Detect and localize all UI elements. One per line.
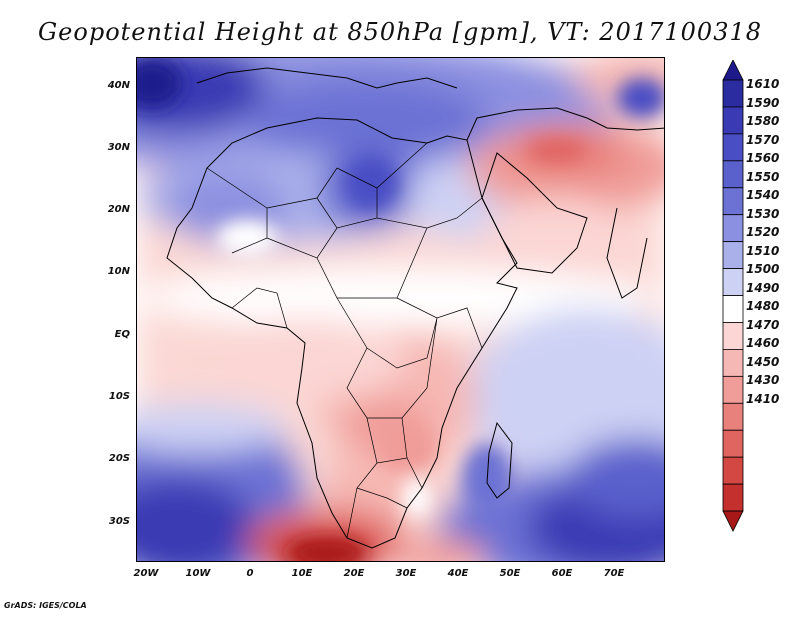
borders [206, 142, 483, 539]
legend-label: 1510 [746, 243, 780, 258]
legend-label: 1540 [746, 188, 780, 202]
legend-label: 1560 [746, 151, 780, 165]
legend-label: 1500 [746, 262, 780, 276]
asia-coast [466, 107, 664, 141]
colorbar-swatch [722, 456, 744, 485]
legend-label: 1580 [746, 114, 780, 128]
europe-coast [196, 67, 458, 89]
lon-label-10w: 10W [185, 568, 211, 579]
map-panel [136, 57, 665, 562]
colorbar-swatch [722, 79, 744, 108]
legend-label: 1570 [746, 132, 780, 147]
colorbar-swatch [722, 160, 744, 189]
legend-label: 1590 [746, 95, 780, 110]
legend-label: 1610 [746, 77, 780, 91]
colorbar-swatch [722, 295, 744, 323]
lon-label-60e: 60E [551, 568, 573, 579]
lon-label-40e: 40E [447, 568, 469, 579]
india-coast [606, 207, 648, 299]
colorbar-bottom-arrow [722, 510, 744, 532]
africa-coast [166, 117, 518, 549]
legend-label: 1470 [746, 317, 780, 332]
colorbar-swatch [722, 187, 744, 216]
colorbar-swatch [722, 106, 744, 135]
colorbar-swatches [722, 60, 744, 532]
colorbar-swatch [722, 483, 744, 512]
legend-label: 1430 [746, 373, 780, 387]
legend-label: 1410 [746, 391, 780, 406]
colorbar-swatch [722, 429, 744, 458]
colorbar-top-arrow [722, 60, 744, 81]
legend-label: 1520 [746, 225, 780, 239]
colorbar-swatch [722, 375, 744, 404]
legend-label: 1530 [746, 206, 780, 221]
lon-label-20w: 20W [133, 568, 159, 579]
colorbar-swatch [722, 322, 744, 350]
lat-label-20s: 20S [108, 453, 130, 464]
madagascar [486, 421, 513, 499]
lon-label-20e: 20E [343, 568, 365, 579]
lat-label-eq: EQ [114, 329, 130, 340]
map-field [137, 58, 664, 561]
lat-label-10n: 10N [107, 266, 130, 277]
grads-credit: GrADS: IGES/COLA [4, 601, 87, 610]
colorbar-swatch [722, 349, 744, 377]
legend-label: 1450 [746, 354, 780, 369]
legend-label: 1480 [746, 299, 780, 313]
lon-label-70e: 70E [603, 568, 625, 579]
lon-label-10e: 10E [291, 568, 313, 579]
lon-label-30e: 30E [395, 568, 417, 579]
height-field-base [137, 58, 664, 561]
colorbar-swatch [722, 268, 744, 296]
lat-label-20n: 20N [107, 204, 130, 215]
colorbar-swatch [722, 241, 744, 269]
lat-label-30s: 30S [108, 516, 130, 527]
lat-label-30n: 30N [107, 142, 130, 153]
lat-label-40n: 40N [107, 80, 130, 91]
coastlines [166, 67, 664, 549]
arabia-coast [481, 152, 588, 274]
legend-label: 1550 [746, 169, 780, 184]
lon-label-50e: 50E [499, 568, 521, 579]
colorbar [722, 60, 744, 532]
height-field-detail [137, 58, 664, 561]
colorbar-swatch [722, 214, 744, 243]
colorbar-swatch [722, 402, 744, 431]
legend-label: 1460 [746, 336, 780, 350]
lon-label-0: 0 [246, 568, 254, 579]
chart-title: Geopotential Height at 850hPa [gpm], VT:… [38, 18, 762, 46]
colorbar-swatch [722, 133, 744, 162]
lat-label-10s: 10S [108, 391, 130, 402]
legend-label: 1490 [746, 280, 780, 295]
